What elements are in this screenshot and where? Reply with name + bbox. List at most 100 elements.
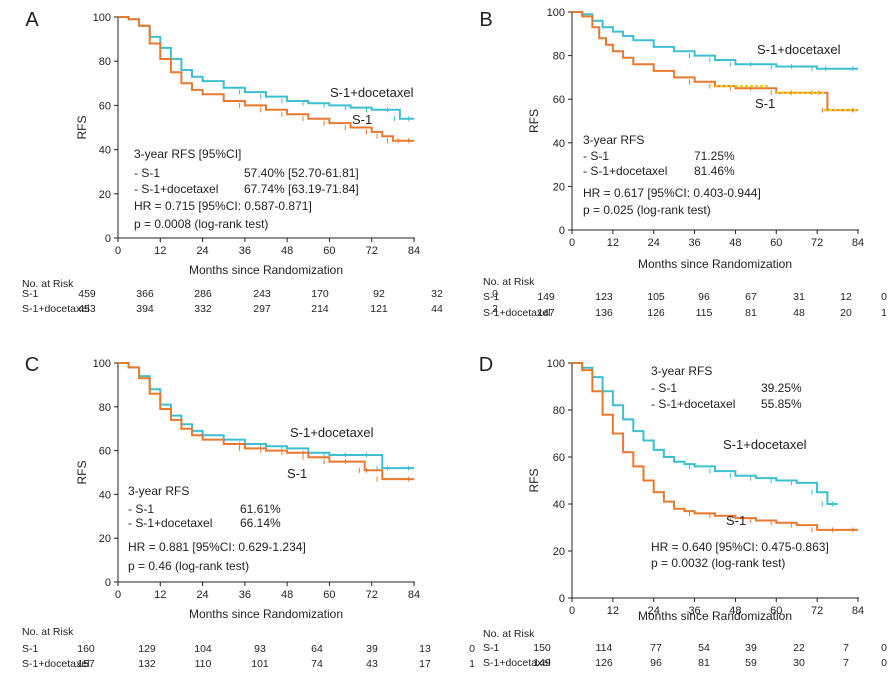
stat-s1-value: 61.61% <box>240 502 281 516</box>
risk-cell: 0 <box>881 642 887 654</box>
stat-s1: - S-1 <box>128 502 154 516</box>
panel-label: A <box>25 9 39 31</box>
stat-combo-value: 66.14% <box>240 516 281 530</box>
x-tick-label: 84 <box>852 605 864 617</box>
y-tick-label: 0 <box>105 233 111 245</box>
stat-title: 3-year RFS <box>651 364 712 378</box>
s1-curve-label: S-1 <box>287 466 307 481</box>
risk-cell: 286 <box>194 288 212 300</box>
x-tick-label: 12 <box>154 245 166 257</box>
y-tick-label: 80 <box>553 405 565 417</box>
risk-row-label: S-1 <box>483 642 500 654</box>
y-tick-label: 60 <box>99 446 111 458</box>
y-tick-label: 60 <box>553 452 565 464</box>
s1-survival-curve <box>118 362 414 481</box>
y-tick-label: 20 <box>99 189 111 201</box>
x-axis-label: Months since Randomization <box>189 607 343 621</box>
x-tick-label: 72 <box>366 589 378 601</box>
risk-cell: 48 <box>793 307 805 319</box>
stat-combo: - S-1+docetaxel <box>134 182 218 196</box>
y-tick-label: 80 <box>553 51 565 63</box>
x-tick-label: 72 <box>811 605 823 617</box>
risk-row-label: S-1+docetaxel <box>483 307 550 319</box>
risk-cell: 0 <box>469 643 475 655</box>
x-tick-label: 12 <box>607 237 619 249</box>
x-tick-label: 24 <box>648 605 660 617</box>
risk-cell: 93 <box>254 643 266 655</box>
risk-cell: 92 <box>373 288 385 300</box>
combo-curve-label: S-1+docetaxel <box>723 437 807 452</box>
risk-table-title: No. at Risk <box>483 276 535 288</box>
stat-s1: - S-1 <box>651 381 677 395</box>
risk-cell: 126 <box>595 657 613 669</box>
risk-cell: 126 <box>647 307 665 319</box>
y-tick-label: 40 <box>553 499 565 511</box>
risk-cell: 59 <box>745 657 757 669</box>
risk-cell: 1 <box>469 658 475 670</box>
risk-cell: 147 <box>537 307 555 319</box>
risk-cell: 0 <box>881 291 887 303</box>
y-axis-label: RFS <box>75 116 89 140</box>
risk-cell: 17 <box>419 658 431 670</box>
y-tick-label: 100 <box>93 358 111 370</box>
stat-s1: - S-1 <box>583 149 609 163</box>
combo-survival-curve <box>572 11 858 70</box>
combo-survival-curve <box>118 362 414 470</box>
x-tick-label: 84 <box>852 237 864 249</box>
s1-survival-curve <box>572 11 858 112</box>
y-tick-label: 80 <box>99 402 111 414</box>
risk-cell: 1 <box>881 307 887 319</box>
risk-cell: 44 <box>431 303 443 315</box>
risk-cell: 20 <box>840 307 852 319</box>
stat-s1-value: 71.25% <box>694 149 735 163</box>
risk-cell: 32 <box>431 288 443 300</box>
stat-title: 3-year RFS <box>583 133 644 147</box>
y-tick-label: 0 <box>105 577 111 589</box>
combo-curve-label: S-1+docetaxel <box>330 85 414 100</box>
stat-title: 3-year RFS <box>128 484 189 498</box>
risk-cell: 81 <box>745 307 757 319</box>
y-tick-label: 40 <box>553 138 565 150</box>
stat-combo-value: 55.85% <box>761 397 802 411</box>
stat-s1-value: 39.25% <box>761 381 802 395</box>
risk-cell: 96 <box>698 291 710 303</box>
stat-combo: - S-1+docetaxel <box>128 516 212 530</box>
risk-row-label: S-1+docetaxel <box>483 657 550 669</box>
combo-curve-label: S-1+docetaxel <box>290 425 374 440</box>
x-tick-label: 48 <box>729 605 741 617</box>
risk-cell: 0 <box>881 657 887 669</box>
risk-cell: 332 <box>194 303 212 315</box>
risk-cell: 101 <box>251 658 269 670</box>
risk-table-title: No. at Risk <box>483 628 535 640</box>
risk-cell: 81 <box>698 657 710 669</box>
risk-cell: 243 <box>253 288 271 300</box>
x-axis-label: Months since Randomization <box>189 263 343 277</box>
risk-table-title: No. at Risk <box>22 626 74 638</box>
x-tick-label: 72 <box>811 237 823 249</box>
risk-cell: 39 <box>745 642 757 654</box>
risk-cell: 2 <box>492 303 498 315</box>
risk-row-label: S-1 <box>483 291 500 303</box>
y-tick-label: 80 <box>99 56 111 68</box>
x-tick-label: 72 <box>366 245 378 257</box>
risk-cell: 0 <box>492 288 498 300</box>
x-tick-label: 60 <box>323 589 335 601</box>
risk-cell: 150 <box>533 642 551 654</box>
x-tick-label: 12 <box>607 605 619 617</box>
y-tick-label: 40 <box>99 489 111 501</box>
risk-cell: 366 <box>136 288 154 300</box>
y-tick-label: 100 <box>547 7 565 19</box>
risk-cell: 149 <box>537 291 555 303</box>
y-axis-label: RFS <box>527 109 541 133</box>
risk-cell: 13 <box>419 643 431 655</box>
y-tick-label: 0 <box>559 225 565 237</box>
x-tick-label: 12 <box>154 589 166 601</box>
y-tick-label: 40 <box>99 145 111 157</box>
stat-combo: - S-1+docetaxel <box>583 164 667 178</box>
risk-cell: 64 <box>311 643 323 655</box>
x-tick-label: 84 <box>408 589 420 601</box>
stat-p: p = 0.0032 (log-rank test) <box>651 556 785 570</box>
risk-cell: 132 <box>138 658 156 670</box>
x-tick-label: 0 <box>569 237 575 249</box>
